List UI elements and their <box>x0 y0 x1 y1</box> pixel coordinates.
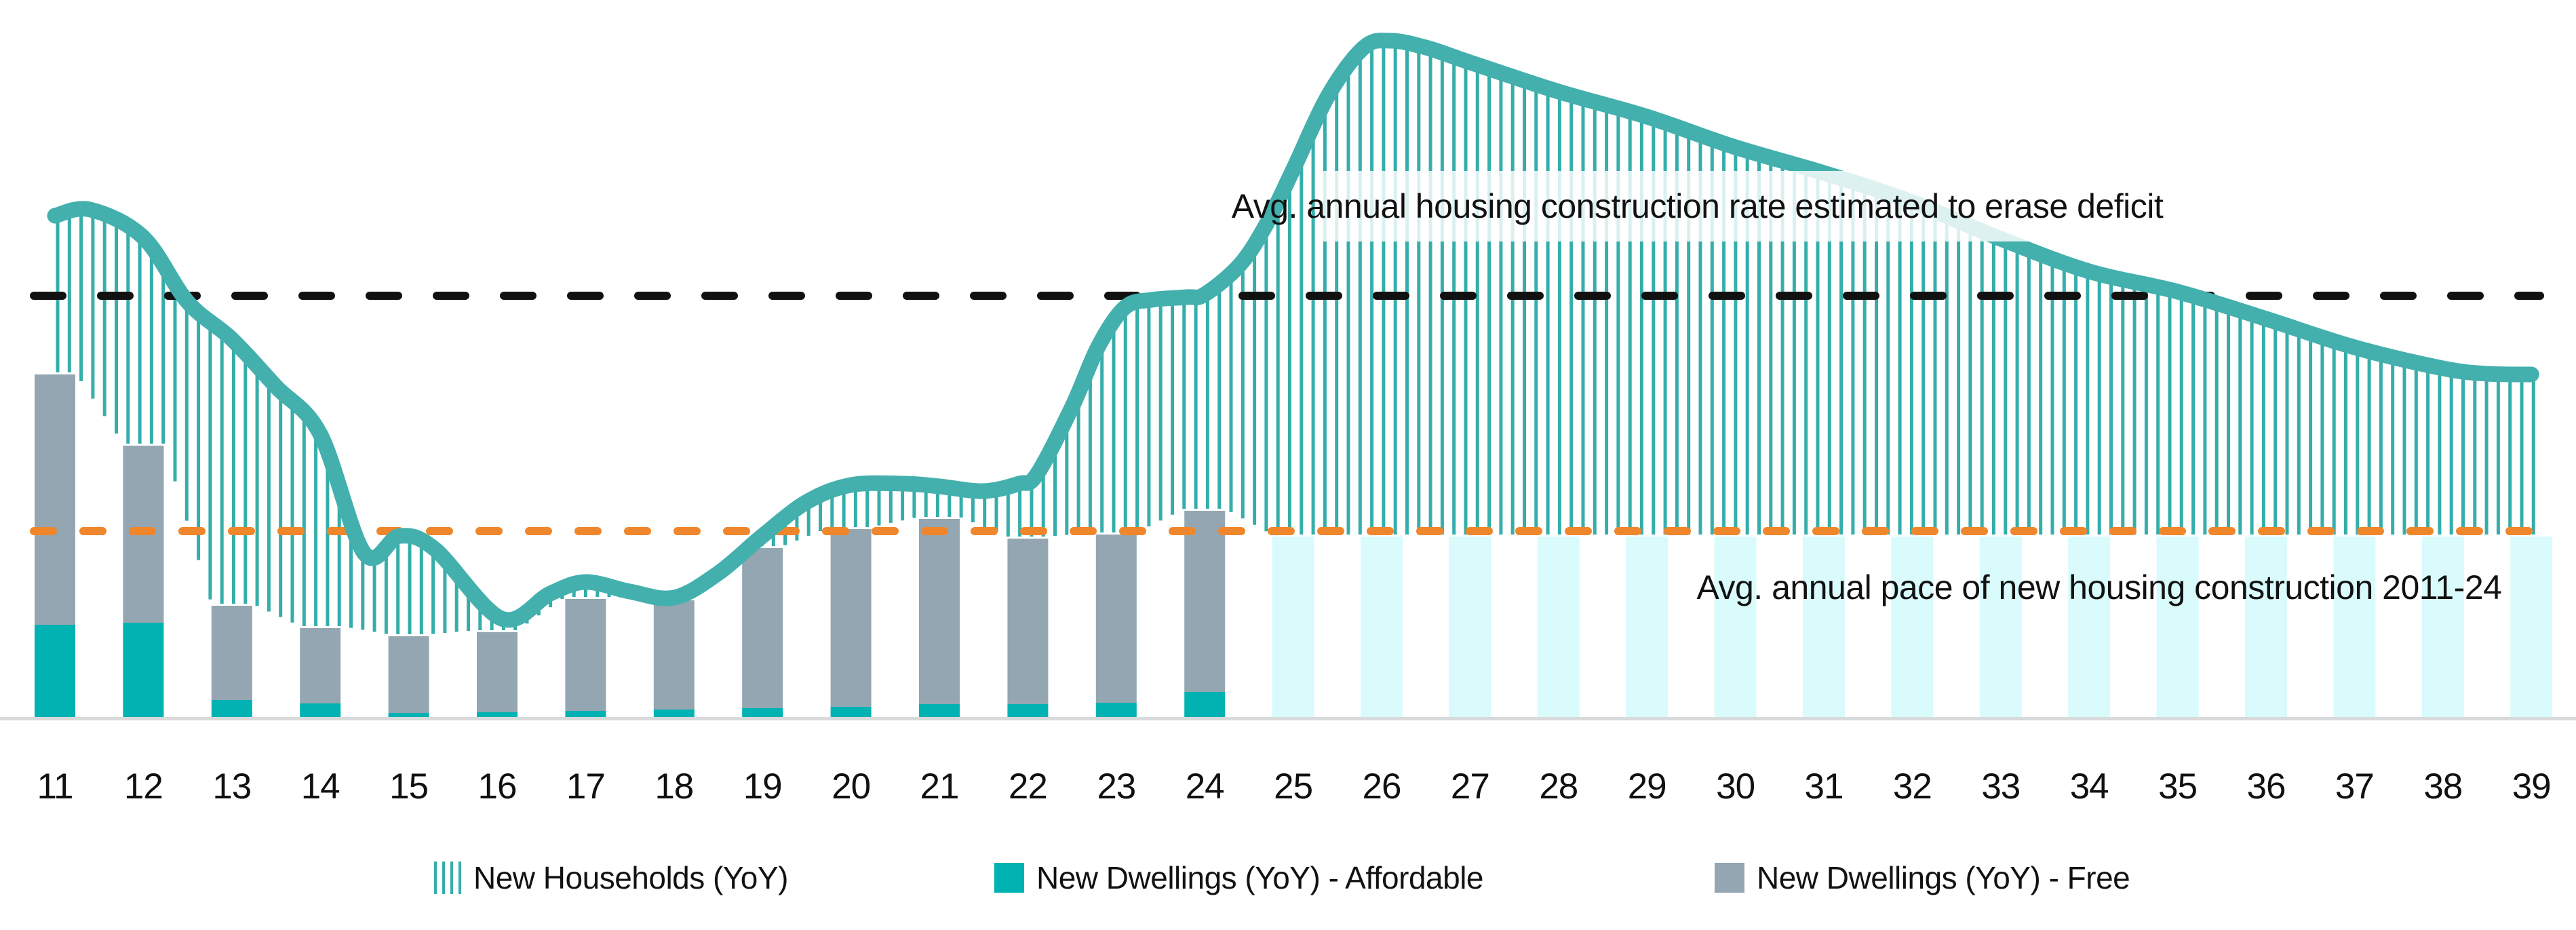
legend-label: New Households (YoY) <box>473 860 788 895</box>
free-dwellings-bar <box>300 628 341 703</box>
avg-pace-annotation: Avg. annual pace of new housing construc… <box>1696 568 2502 606</box>
free-dwellings-bar <box>211 606 252 700</box>
projected-bar <box>1891 537 1934 718</box>
affordable-dwellings-bar <box>300 703 341 718</box>
free-dwellings-bar <box>477 632 518 712</box>
legend-item-dwellings-free: New Dwellings (YoY) - Free <box>1715 861 2130 894</box>
projected-bar <box>1449 537 1491 718</box>
projected-bar <box>1803 537 1845 718</box>
projected-bar <box>1714 537 1757 718</box>
x-axis-line <box>0 717 2576 720</box>
affordable-dwellings-bar <box>1095 703 1137 718</box>
free-dwellings-bar <box>565 599 606 711</box>
affordable-dwellings-bar <box>919 704 960 718</box>
affordable-dwellings-bar <box>477 712 518 718</box>
legend-label: New Dwellings (YoY) - Affordable <box>1036 860 1484 895</box>
free-dwellings-bar <box>919 519 960 704</box>
gray-square-icon <box>1715 863 1744 893</box>
affordable-dwellings-bar <box>35 625 75 718</box>
projected-bar <box>1272 537 1314 718</box>
projected-bar <box>1626 537 1668 718</box>
affordable-dwellings-bar <box>653 710 695 718</box>
teal-square-icon <box>994 863 1024 893</box>
affordable-dwellings-bar <box>211 700 252 718</box>
free-dwellings-bar <box>742 548 783 708</box>
deficit-rate-annotation: Avg. annual housing construction rate es… <box>1231 187 2164 225</box>
projected-bar <box>2245 537 2287 718</box>
projected-bar <box>2421 537 2464 718</box>
affordable-dwellings-bar <box>388 713 429 718</box>
projected-bar <box>2510 537 2553 718</box>
projected-bar <box>1537 537 1580 718</box>
chart-legend: New Households (YoY) New Dwellings (YoY)… <box>0 861 2576 909</box>
affordable-dwellings-bar <box>123 623 164 718</box>
projected-bar <box>2333 537 2376 718</box>
free-dwellings-bar <box>388 636 429 713</box>
free-dwellings-bar <box>1184 511 1226 692</box>
projected-bar <box>2068 537 2111 718</box>
legend-label: New Dwellings (YoY) - Free <box>1757 860 2130 895</box>
affordable-dwellings-bar <box>742 708 783 718</box>
affordable-dwellings-bar <box>1184 692 1226 718</box>
projected-bar <box>2156 537 2199 718</box>
legend-item-new-households: New Households (YoY) <box>434 861 788 894</box>
free-dwellings-bar <box>35 374 75 625</box>
projected-bar <box>1979 537 2022 718</box>
free-dwellings-bar <box>1007 539 1049 704</box>
legend-item-dwellings-affordable: New Dwellings (YoY) - Affordable <box>994 860 1484 895</box>
affordable-dwellings-bar <box>830 707 872 718</box>
affordable-dwellings-bar <box>1007 704 1049 718</box>
affordable-dwellings-bar <box>565 711 606 718</box>
projected-bar <box>1361 537 1403 718</box>
free-dwellings-bar <box>653 600 695 710</box>
free-dwellings-bar <box>1095 535 1137 703</box>
annotation-backdrop <box>1323 171 2231 241</box>
free-dwellings-bar <box>830 529 872 707</box>
hatch-lines-icon <box>434 861 461 894</box>
